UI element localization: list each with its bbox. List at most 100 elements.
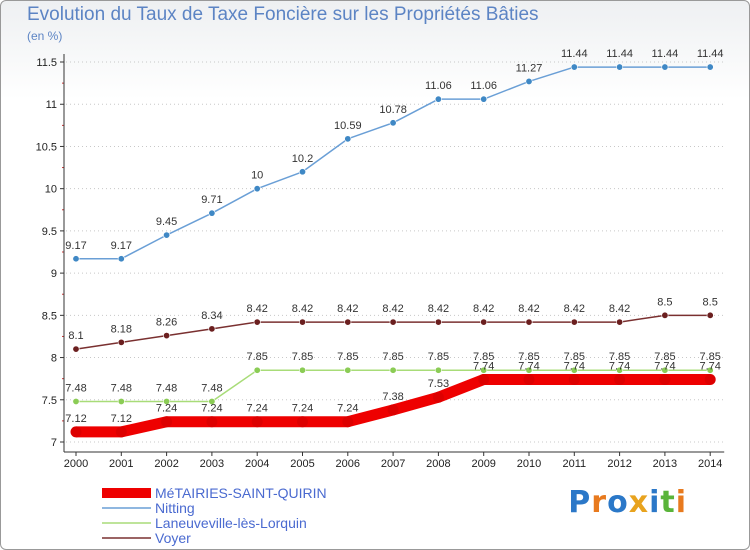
data-label: 8.42 — [473, 303, 494, 315]
data-label: 10.2 — [292, 153, 313, 165]
x-tick-label: 2006 — [336, 458, 360, 470]
data-point — [480, 318, 488, 326]
x-tick-label: 2002 — [154, 458, 178, 470]
data-label: 8.18 — [111, 323, 132, 335]
data-point — [389, 366, 397, 374]
data-point — [389, 119, 397, 127]
data-label: 10.59 — [334, 120, 362, 132]
data-label: 7.48 — [201, 382, 222, 394]
data-label: 9.45 — [156, 216, 177, 228]
legend-label-1: Nitting — [155, 500, 195, 516]
data-point — [70, 426, 82, 438]
x-tick-label: 2010 — [517, 458, 541, 470]
data-label: 7.85 — [564, 351, 585, 363]
legend-label-2: Laneuveville-lès-Lorquin — [155, 515, 307, 531]
data-label: 7.85 — [292, 351, 313, 363]
data-point — [163, 231, 171, 239]
y-tick-label: 8.5 — [42, 310, 57, 322]
data-label: 7.85 — [699, 351, 720, 363]
y-tick-label: 11.5 — [36, 57, 57, 69]
data-point — [253, 185, 261, 193]
data-label: 8.42 — [382, 303, 403, 315]
data-point — [434, 95, 442, 103]
data-point — [208, 325, 216, 333]
data-label: 8.26 — [156, 317, 177, 329]
data-point — [298, 168, 306, 176]
data-point — [661, 63, 669, 71]
data-point — [117, 338, 125, 346]
data-label: 7.85 — [382, 351, 403, 363]
x-tick-label: 2011 — [562, 458, 586, 470]
proxiti-logo: Proxiti — [568, 485, 687, 520]
y-tick-label: 11 — [46, 99, 57, 111]
data-label: 10.78 — [379, 104, 407, 116]
logo-letter: P — [568, 485, 592, 520]
logo-letter: r — [591, 485, 608, 520]
series-line-1 — [76, 66, 711, 260]
logo-letter: t — [660, 485, 676, 520]
data-label: 11.44 — [652, 48, 679, 60]
y-tick-label: 7.5 — [42, 395, 57, 407]
data-point — [661, 311, 669, 319]
data-point — [298, 366, 306, 374]
data-point — [706, 366, 714, 374]
axes: 7 7.5 8 8.5 9 9.5 10 10.5 11 11.5 2000 2001 2002 2003… — [36, 54, 725, 470]
data-label: 7.12 — [65, 413, 86, 425]
y-tick-label: 8 — [51, 353, 57, 365]
data-label: 8.42 — [292, 303, 313, 315]
data-point — [389, 318, 397, 326]
data-point — [706, 63, 714, 71]
data-label: 7.38 — [382, 391, 403, 403]
x-tick-label: 2004 — [245, 458, 269, 470]
data-label: 7.85 — [654, 351, 675, 363]
data-point — [434, 366, 442, 374]
data-label: 10 — [251, 170, 263, 182]
data-point — [115, 426, 127, 438]
data-label: 11.44 — [697, 48, 724, 60]
y-tick-label: 9 — [51, 268, 57, 280]
plot-area: 8.1 8.18 8.26 8.34 8.42 8.42 8.42 8.42 8.42 8.42 8… — [65, 48, 724, 438]
y-axis-unit: (en %) — [27, 29, 63, 43]
data-label: 9.17 — [111, 240, 132, 252]
data-label: 7.24 — [201, 403, 222, 415]
data-point — [117, 397, 125, 405]
data-point — [523, 374, 535, 386]
data-point — [568, 374, 580, 386]
data-point — [525, 77, 533, 85]
data-point — [661, 366, 669, 374]
data-label: 7.85 — [473, 351, 494, 363]
logo-letter: o — [607, 485, 629, 520]
logo-letter: i — [649, 485, 661, 520]
data-label: 7.24 — [156, 403, 177, 415]
data-label: 11.06 — [425, 80, 452, 92]
legend-label-0: MéTAIRIES-SAINT-QUIRIN — [155, 485, 327, 501]
data-point — [72, 397, 80, 405]
data-point — [297, 416, 308, 428]
logo-letter: i — [675, 485, 687, 520]
data-label: 7.48 — [111, 382, 132, 394]
data-label: 7.24 — [292, 403, 313, 415]
x-tick-label: 2013 — [653, 458, 677, 470]
x-tick-label: 2014 — [698, 458, 722, 470]
data-point — [342, 416, 354, 428]
data-label: 7.53 — [428, 378, 449, 390]
data-point — [117, 255, 125, 263]
data-point — [206, 416, 218, 428]
data-label: 8.42 — [564, 303, 585, 315]
data-label: 7.85 — [337, 351, 358, 363]
data-label: 8.42 — [609, 303, 630, 315]
data-point — [616, 63, 624, 71]
legend: MéTAIRIES-SAINT-QUIRINNittingLaneuvevill… — [102, 485, 327, 546]
x-tick-label: 2009 — [471, 458, 495, 470]
data-point — [480, 366, 488, 374]
data-label: 7.24 — [337, 403, 358, 415]
grid — [66, 61, 725, 443]
data-point — [208, 209, 216, 217]
data-point — [525, 366, 533, 374]
data-point — [72, 255, 80, 263]
data-label: 8.34 — [201, 310, 222, 322]
data-point — [298, 318, 306, 326]
data-point — [704, 374, 716, 386]
data-point — [72, 345, 80, 353]
